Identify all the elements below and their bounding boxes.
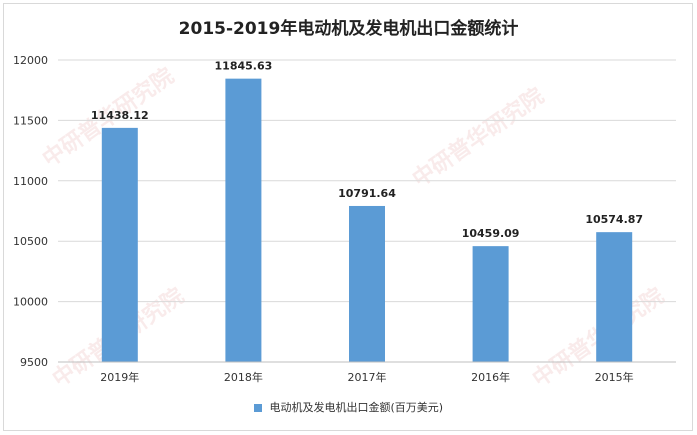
legend-swatch xyxy=(253,404,262,412)
x-tick-label: 2018年 xyxy=(224,370,263,384)
legend-label: 电动机及发电机出口金额(百万美元) xyxy=(269,401,444,414)
y-tick-label: 12000 xyxy=(13,54,48,67)
data-label: 11438.12 xyxy=(91,109,149,122)
x-tick-label: 2015年 xyxy=(595,370,634,384)
bar xyxy=(101,127,138,362)
bar xyxy=(225,78,262,363)
data-label: 11845.63 xyxy=(215,60,273,73)
y-tick-label: 11500 xyxy=(13,114,48,127)
data-label: 10791.64 xyxy=(338,187,396,200)
x-tick-label: 2016年 xyxy=(471,370,510,384)
bar xyxy=(472,246,509,362)
chart-title: 2015-2019年电动机及发电机出口金额统计 xyxy=(178,19,519,39)
x-tick-label: 2017年 xyxy=(348,370,387,384)
legend: 电动机及发电机出口金额(百万美元) xyxy=(0,399,697,415)
y-tick-label: 10000 xyxy=(13,296,48,309)
data-label: 10459.09 xyxy=(462,227,520,240)
bar xyxy=(349,205,385,362)
y-tick-label: 10500 xyxy=(13,235,48,248)
y-tick-label: 11000 xyxy=(13,175,48,188)
data-label: 10574.87 xyxy=(585,213,643,226)
y-tick-label: 9500 xyxy=(20,356,48,369)
x-tick-label: 2019年 xyxy=(100,370,139,384)
bar xyxy=(596,232,633,362)
